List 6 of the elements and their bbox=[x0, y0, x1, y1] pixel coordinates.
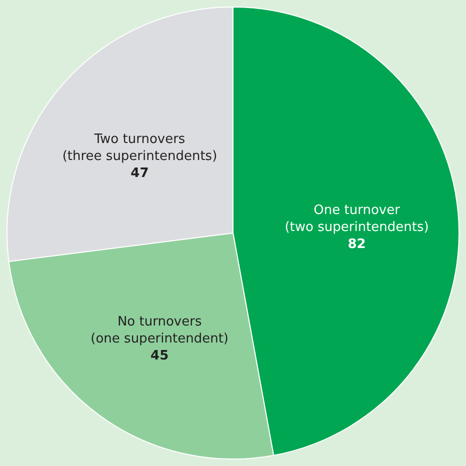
slice-label: One turnover (two superintendents) bbox=[284, 202, 429, 235]
slice-label: Two turnovers (three superintendents) bbox=[62, 132, 218, 164]
data-label: 47 bbox=[130, 166, 149, 181]
data-label: 82 bbox=[348, 236, 366, 252]
data-label: 45 bbox=[150, 348, 169, 364]
slice-label: No turnovers (one superintendent) bbox=[90, 314, 229, 346]
